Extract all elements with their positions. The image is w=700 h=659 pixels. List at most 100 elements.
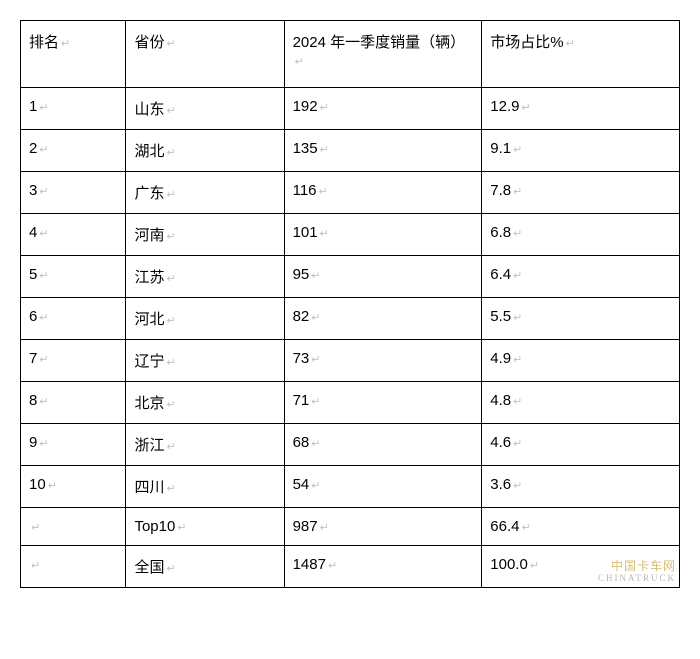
table-row: ↵全国↵1487↵100.0↵	[21, 546, 680, 588]
cell-rank: 10↵	[21, 466, 126, 508]
col-header-sales: 2024 年一季度销量（辆）↵	[284, 21, 482, 88]
cell-text: 四川	[134, 479, 164, 496]
cell-prov: 四川↵	[126, 466, 284, 508]
cell-sales: 192↵	[284, 88, 482, 130]
enter-mark-icon: ↵	[48, 480, 57, 492]
table-row: 10↵四川↵54↵3.6↵	[21, 466, 680, 508]
enter-mark-icon: ↵	[513, 396, 522, 408]
cell-prov: Top10↵	[126, 508, 284, 546]
table-body: 1↵山东↵192↵12.9↵2↵湖北↵135↵9.1↵3↵广东↵116↵7.8↵…	[21, 88, 680, 588]
cell-text: 6.4	[490, 266, 511, 283]
enter-mark-icon: ↵	[166, 273, 175, 285]
cell-prov: 山东↵	[126, 88, 284, 130]
cell-rank: 2↵	[21, 130, 126, 172]
cell-text: 12.9	[490, 98, 519, 115]
cell-text: 1	[29, 98, 37, 115]
table-header-row: 排名↵ 省份↵ 2024 年一季度销量（辆）↵ 市场占比%↵	[21, 21, 680, 88]
cell-text: 5	[29, 266, 37, 283]
cell-share: 6.4↵	[482, 256, 680, 298]
sales-table: 排名↵ 省份↵ 2024 年一季度销量（辆）↵ 市场占比%↵ 1↵山东↵192↵…	[20, 20, 680, 588]
enter-mark-icon: ↵	[311, 312, 320, 324]
cell-sales: 987↵	[284, 508, 482, 546]
cell-text: 7.8	[490, 182, 511, 199]
cell-share: 6.8↵	[482, 214, 680, 256]
enter-mark-icon: ↵	[166, 231, 175, 243]
cell-text: 7	[29, 350, 37, 367]
table-row: ↵Top10↵987↵66.4↵	[21, 508, 680, 546]
cell-text: 71	[293, 392, 310, 409]
cell-text: 68	[293, 434, 310, 451]
cell-prov: 浙江↵	[126, 424, 284, 466]
cell-rank: ↵	[21, 508, 126, 546]
enter-mark-icon: ↵	[39, 438, 48, 450]
table-row: 9↵浙江↵68↵4.6↵	[21, 424, 680, 466]
enter-mark-icon: ↵	[513, 312, 522, 324]
cell-text: 135	[293, 140, 318, 157]
enter-mark-icon: ↵	[513, 144, 522, 156]
cell-share: 7.8↵	[482, 172, 680, 214]
enter-mark-icon: ↵	[166, 483, 175, 495]
cell-text: 广东	[134, 185, 164, 202]
enter-mark-icon: ↵	[311, 354, 320, 366]
enter-mark-icon: ↵	[39, 186, 48, 198]
cell-text: 山东	[134, 101, 164, 118]
cell-text: 河北	[134, 311, 164, 328]
cell-sales: 1487↵	[284, 546, 482, 588]
enter-mark-icon: ↵	[311, 438, 320, 450]
enter-mark-icon: ↵	[61, 38, 70, 50]
enter-mark-icon: ↵	[328, 560, 337, 572]
cell-text: 9.1	[490, 140, 511, 157]
cell-share: 66.4↵	[482, 508, 680, 546]
cell-rank: 6↵	[21, 298, 126, 340]
enter-mark-icon: ↵	[166, 38, 175, 50]
enter-mark-icon: ↵	[39, 228, 48, 240]
cell-rank: ↵	[21, 546, 126, 588]
enter-mark-icon: ↵	[39, 396, 48, 408]
cell-share: 3.6↵	[482, 466, 680, 508]
cell-sales: 71↵	[284, 382, 482, 424]
cell-sales: 68↵	[284, 424, 482, 466]
enter-mark-icon: ↵	[530, 560, 539, 572]
enter-mark-icon: ↵	[177, 522, 186, 534]
cell-sales: 73↵	[284, 340, 482, 382]
enter-mark-icon: ↵	[521, 102, 530, 114]
table-row: 5↵江苏↵95↵6.4↵	[21, 256, 680, 298]
cell-text: 82	[293, 308, 310, 325]
cell-text: 全国	[134, 559, 164, 576]
enter-mark-icon: ↵	[39, 354, 48, 366]
table-row: 3↵广东↵116↵7.8↵	[21, 172, 680, 214]
cell-rank: 3↵	[21, 172, 126, 214]
enter-mark-icon: ↵	[31, 560, 40, 572]
enter-mark-icon: ↵	[166, 563, 175, 575]
cell-share: 5.5↵	[482, 298, 680, 340]
enter-mark-icon: ↵	[311, 396, 320, 408]
cell-sales: 101↵	[284, 214, 482, 256]
cell-text: Top10	[134, 518, 175, 535]
table-row: 2↵湖北↵135↵9.1↵	[21, 130, 680, 172]
enter-mark-icon: ↵	[320, 102, 329, 114]
cell-rank: 4↵	[21, 214, 126, 256]
enter-mark-icon: ↵	[513, 480, 522, 492]
cell-text: 987	[293, 518, 318, 535]
cell-text: 6.8	[490, 224, 511, 241]
cell-sales: 95↵	[284, 256, 482, 298]
cell-text: 54	[293, 476, 310, 493]
cell-text: 6	[29, 308, 37, 325]
cell-share: 4.8↵	[482, 382, 680, 424]
cell-text: 4	[29, 224, 37, 241]
cell-text: 116	[293, 182, 317, 199]
cell-prov: 全国↵	[126, 546, 284, 588]
cell-share: 9.1↵	[482, 130, 680, 172]
enter-mark-icon: ↵	[295, 56, 304, 68]
table-row: 4↵河南↵101↵6.8↵	[21, 214, 680, 256]
enter-mark-icon: ↵	[566, 38, 575, 50]
cell-prov: 北京↵	[126, 382, 284, 424]
cell-share: 12.9↵	[482, 88, 680, 130]
cell-prov: 江苏↵	[126, 256, 284, 298]
cell-text: 北京	[134, 395, 164, 412]
cell-text: 9	[29, 434, 37, 451]
enter-mark-icon: ↵	[311, 270, 320, 282]
col-header-rank: 排名↵	[21, 21, 126, 88]
cell-text: 3	[29, 182, 37, 199]
cell-text: 浙江	[134, 437, 164, 454]
